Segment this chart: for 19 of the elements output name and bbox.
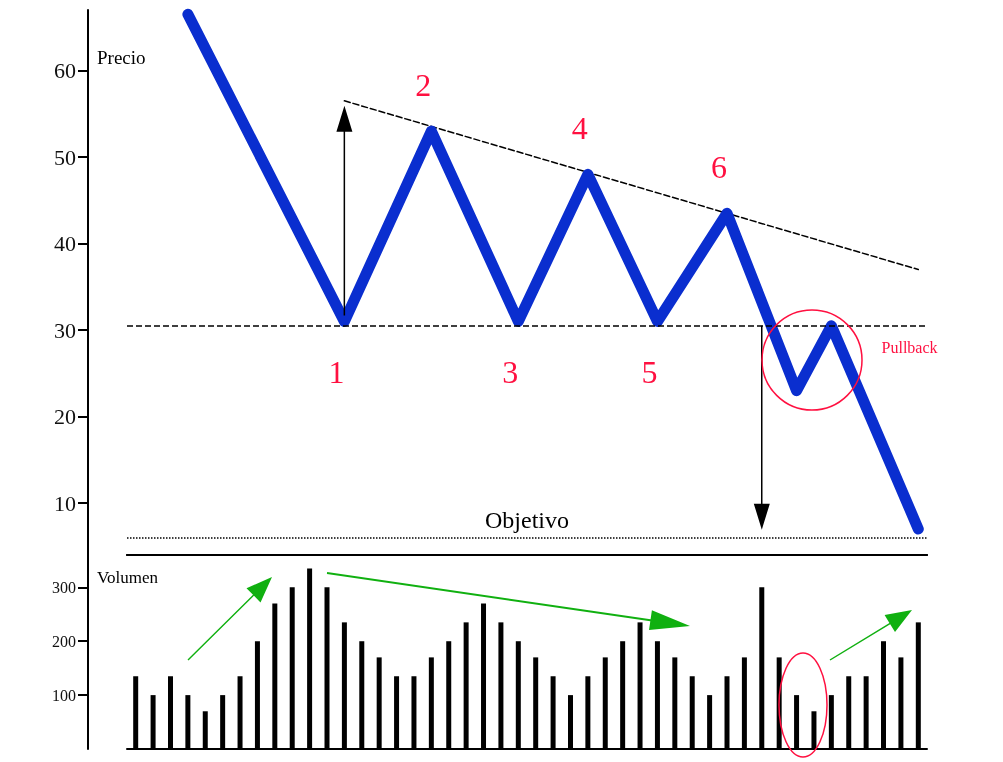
y-tick-label: 300	[52, 578, 76, 596]
y-tick-label: 10	[54, 490, 76, 516]
annotation: Pullback	[881, 338, 938, 356]
y-axis-title: Precio	[97, 47, 146, 68]
y-axis-title: Volumen	[97, 568, 159, 587]
annotation: 2	[415, 67, 432, 104]
ref-line-label: Objetivo	[485, 506, 569, 533]
y-tick-label: 40	[54, 231, 76, 257]
y-tick-label: 60	[54, 58, 76, 84]
y-tick-label: 50	[54, 144, 76, 170]
y-tick-label: 20	[54, 404, 76, 430]
annotation: 6	[711, 149, 727, 186]
y-tick-label: 200	[52, 632, 76, 650]
annotation: 1	[328, 354, 345, 391]
annotation: 3	[502, 354, 519, 391]
y-tick-label: 30	[54, 317, 76, 343]
annotation: 5	[641, 354, 658, 391]
annotation: 4	[571, 110, 588, 147]
y-tick-label: 100	[52, 686, 76, 704]
